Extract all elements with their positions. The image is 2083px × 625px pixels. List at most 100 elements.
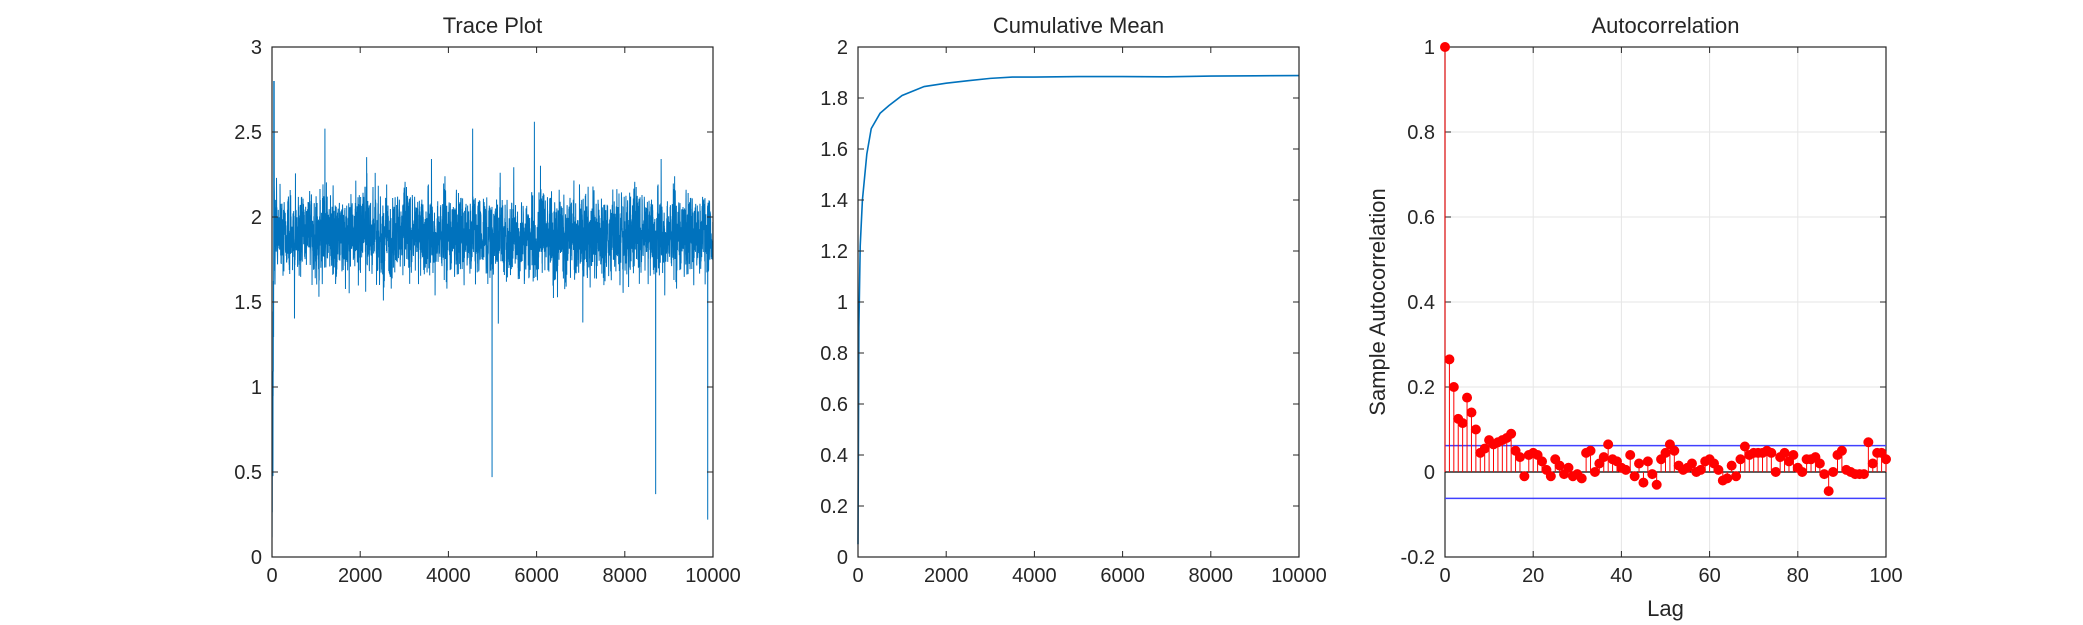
- x-tick-label: 8000: [603, 565, 648, 587]
- y-tick-label: 0: [837, 547, 848, 569]
- acf-marker: [1726, 460, 1737, 471]
- acf-marker: [1797, 467, 1808, 477]
- x-tick-label: 10000: [1271, 565, 1327, 587]
- x-tick-label: 10000: [685, 565, 741, 587]
- y-tick-label: 0.2: [820, 496, 848, 518]
- chart-title: Cumulative Mean: [993, 13, 1164, 38]
- y-tick-label: 0.5: [234, 462, 262, 484]
- acf-marker: [1563, 462, 1574, 473]
- acf-marker: [1585, 445, 1596, 456]
- acf-marker: [1858, 469, 1869, 480]
- acf-marker: [1881, 454, 1891, 465]
- acf-marker: [1545, 471, 1556, 482]
- y-tick-label: 2: [837, 37, 848, 59]
- x-tick-label: 0: [1439, 565, 1450, 587]
- y-tick-label: 0.6: [1407, 207, 1435, 229]
- cumulative-mean-panel: 0 2000 4000 6000 8000 10000 0 0.2 0.4 0.6 0.8 1 1.2 1…: [820, 13, 1327, 587]
- acf-marker: [1686, 458, 1697, 469]
- y-tick-label: 0.8: [820, 343, 848, 365]
- acf-marker: [1788, 450, 1799, 460]
- chart-title: Trace Plot: [443, 13, 542, 38]
- x-tick-label: 6000: [1100, 565, 1145, 587]
- y-tick-label: 2.5: [234, 122, 262, 144]
- acf-marker: [1554, 460, 1565, 471]
- acf-marker: [1779, 447, 1790, 458]
- y-tick-label: 1: [251, 377, 262, 399]
- acf-marker: [1863, 437, 1874, 448]
- acf-marker: [1823, 486, 1834, 497]
- acf-marker: [1647, 469, 1658, 480]
- y-tick-label: 1.8: [820, 88, 848, 110]
- acf-marker: [1620, 464, 1631, 475]
- acf-marker: [1589, 467, 1600, 477]
- acf-marker: [1651, 479, 1662, 490]
- x-tick-label: 2000: [338, 565, 383, 587]
- acf-marker: [1660, 447, 1671, 458]
- acf-marker: [1867, 458, 1878, 469]
- acf-marker: [1625, 450, 1636, 460]
- y-tick-label: 0: [1424, 462, 1435, 484]
- acf-marker: [1770, 467, 1781, 477]
- y-tick-label: 0.2: [1407, 377, 1435, 399]
- x-tick-label: 20: [1522, 565, 1544, 587]
- acf-marker: [1819, 469, 1830, 480]
- acf-marker: [1506, 428, 1517, 439]
- acf-marker: [1448, 382, 1459, 392]
- x-tick-label: 0: [266, 565, 277, 587]
- y-tick-label: 0.4: [820, 445, 848, 467]
- x-tick-label: 0: [852, 565, 863, 587]
- y-tick-label: 3: [251, 37, 262, 59]
- autocorrelation-panel: 0 20 40 60 80 100-0.200.20.40.60.81Autocorrel…: [1365, 13, 1903, 621]
- y-tick-label: 0.6: [820, 394, 848, 416]
- acf-marker: [1642, 456, 1653, 467]
- acf-marker: [1519, 471, 1530, 482]
- y-tick-label: 1.2: [820, 241, 848, 263]
- acf-marker: [1444, 354, 1455, 365]
- acf-marker: [1514, 452, 1525, 463]
- acf-marker: [1638, 477, 1649, 488]
- acf-marker: [1766, 447, 1777, 458]
- y-tick-label: 0.8: [1407, 122, 1435, 144]
- y-tick-label: 1.4: [820, 190, 848, 212]
- x-tick-label: 80: [1787, 565, 1809, 587]
- x-tick-label: 2000: [924, 565, 969, 587]
- y-tick-label: 1.6: [820, 139, 848, 161]
- acf-marker: [1731, 471, 1742, 482]
- acf-marker: [1537, 456, 1548, 467]
- acf-marker: [1836, 445, 1847, 456]
- acf-marker: [1479, 443, 1490, 454]
- y-tick-label: 2: [251, 207, 262, 229]
- acf-marker: [1634, 458, 1645, 469]
- x-tick-label: 8000: [1189, 565, 1234, 587]
- acf-marker: [1576, 473, 1587, 484]
- y-tick-label: -0.2: [1401, 547, 1435, 569]
- acf-marker: [1629, 471, 1640, 482]
- y-tick-label: 0: [251, 547, 262, 569]
- y-tick-label: 1.5: [234, 292, 262, 314]
- trace-plot-panel: 0 2000 4000 6000 8000 10000 0 0.5 1 1.5 2 2.5 3 Trace…: [234, 13, 741, 587]
- acf-marker: [1466, 407, 1477, 418]
- acf-marker: [1695, 464, 1706, 475]
- y-axis-label: Sample Autocorrelation: [1365, 188, 1390, 415]
- acf-marker: [1462, 392, 1473, 403]
- x-tick-label: 100: [1869, 565, 1902, 587]
- acf-marker: [1814, 458, 1825, 469]
- trace-line: [271, 80, 714, 538]
- acf-marker: [1470, 424, 1481, 435]
- y-tick-label: 1: [1424, 37, 1435, 59]
- acf-marker: [1739, 441, 1750, 452]
- y-tick-label: 1: [837, 292, 848, 314]
- x-tick-label: 6000: [514, 565, 559, 587]
- chart-title: Autocorrelation: [1592, 13, 1740, 38]
- x-tick-label: 60: [1698, 565, 1720, 587]
- cumulative-mean-line: [857, 74, 1300, 545]
- x-tick-label: 4000: [1012, 565, 1057, 587]
- x-tick-label: 40: [1610, 565, 1632, 587]
- acf-marker: [1598, 452, 1609, 463]
- acf-marker: [1669, 445, 1680, 456]
- acf-marker: [1440, 42, 1450, 52]
- x-tick-label: 4000: [426, 565, 471, 587]
- x-axis-label: Lag: [1647, 596, 1684, 621]
